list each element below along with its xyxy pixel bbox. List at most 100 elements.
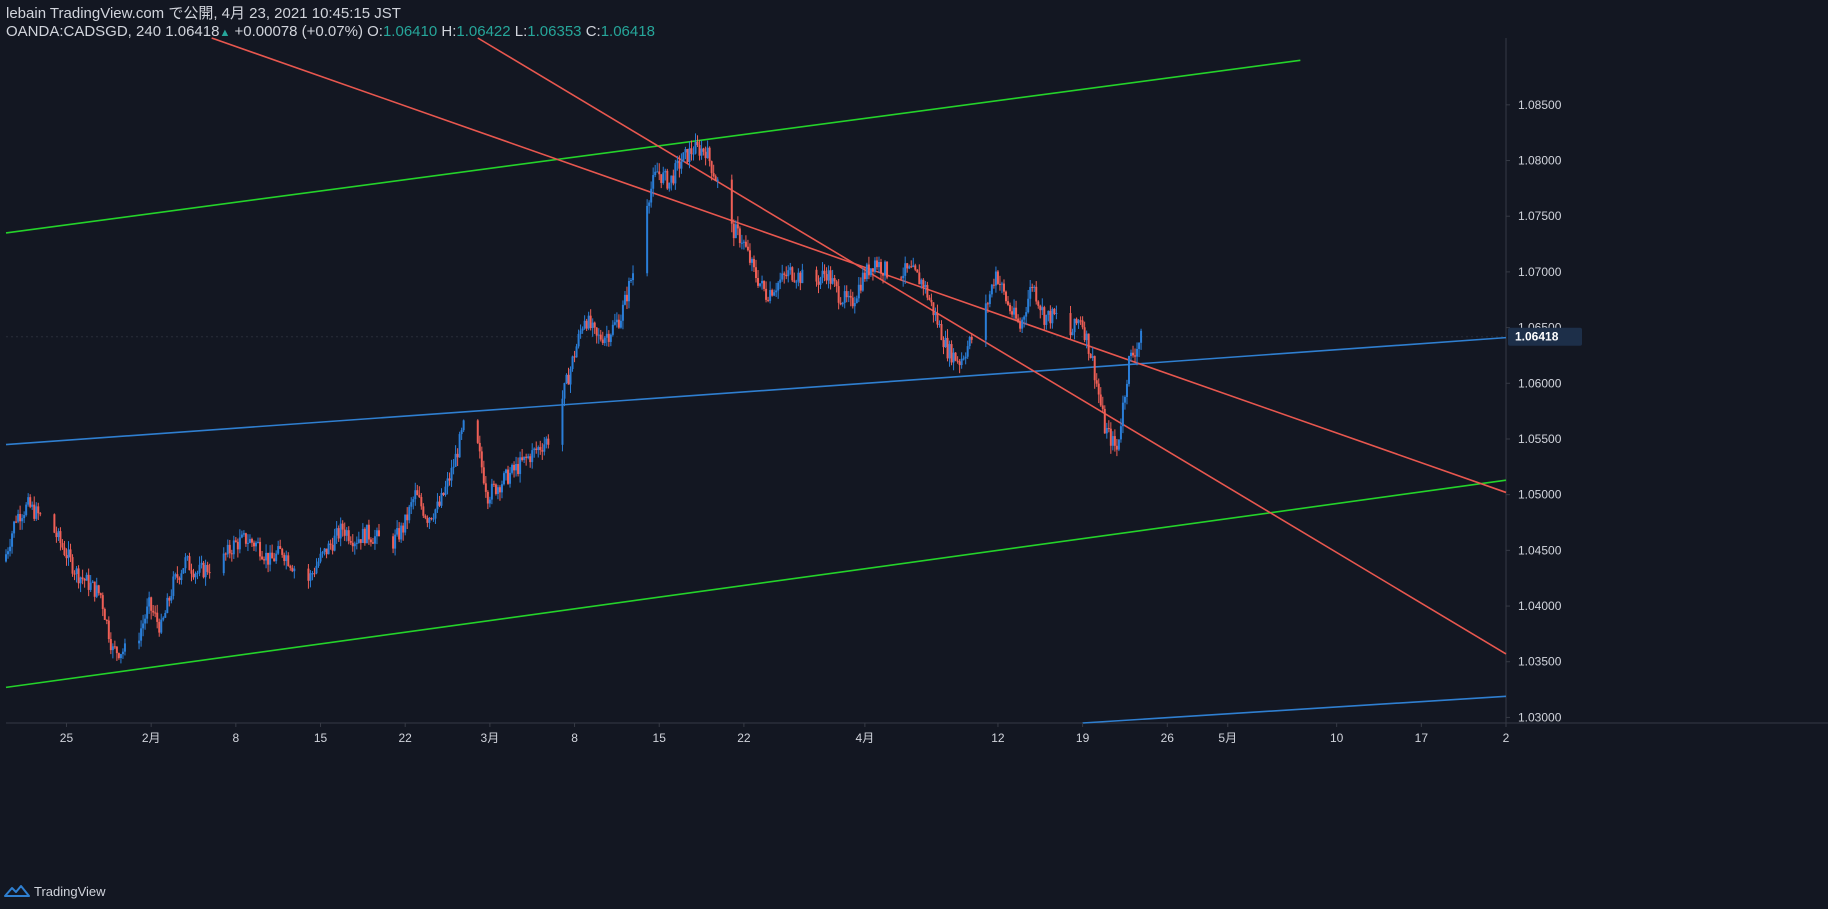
candle-body bbox=[603, 337, 606, 344]
open-value: 1.06410 bbox=[382, 23, 438, 40]
candle-body bbox=[734, 224, 737, 239]
candle-body bbox=[920, 279, 923, 285]
candle-body bbox=[261, 556, 264, 560]
candle-body bbox=[430, 517, 433, 519]
candle-body bbox=[226, 544, 229, 555]
candle-body bbox=[198, 564, 201, 573]
candle-body bbox=[746, 246, 749, 251]
time-tick-label: 22 bbox=[399, 731, 413, 745]
candle-body bbox=[206, 564, 209, 572]
time-tick-label: 15 bbox=[653, 731, 667, 745]
candle-body bbox=[323, 548, 326, 552]
candle-body bbox=[1087, 333, 1090, 354]
candle-body bbox=[595, 327, 598, 336]
candle-body bbox=[412, 499, 415, 503]
candle-body bbox=[95, 585, 98, 597]
chart-frame bbox=[6, 38, 1828, 724]
candle-body bbox=[418, 495, 421, 497]
candle-body bbox=[21, 518, 24, 522]
candle-body bbox=[646, 205, 649, 274]
candle-body bbox=[1079, 320, 1082, 322]
candle-body bbox=[69, 549, 72, 558]
candle-body bbox=[1027, 298, 1030, 313]
candle-body bbox=[424, 515, 427, 518]
candle-body bbox=[908, 266, 911, 269]
candle-body bbox=[248, 539, 251, 543]
candle-body bbox=[1019, 322, 1022, 329]
candle-body bbox=[696, 141, 699, 146]
candle-body bbox=[692, 153, 695, 155]
candle-body bbox=[910, 266, 913, 268]
candle-body bbox=[498, 487, 501, 493]
candle-body bbox=[779, 279, 782, 283]
candle-body bbox=[117, 653, 120, 659]
candle-body bbox=[438, 501, 441, 506]
candle-body bbox=[228, 544, 231, 554]
candle-body bbox=[769, 290, 772, 301]
candle-body bbox=[103, 608, 106, 620]
candle-body bbox=[496, 487, 499, 494]
candle-body bbox=[53, 514, 56, 533]
candle-body bbox=[31, 504, 34, 507]
tradingview-footer[interactable]: TradingView bbox=[4, 880, 106, 902]
current-price: 1.06418 bbox=[165, 23, 220, 40]
candle-body bbox=[1025, 312, 1028, 317]
candle-body bbox=[29, 497, 32, 507]
candle-body bbox=[105, 619, 108, 621]
candle-body bbox=[440, 492, 443, 506]
time-axis[interactable]: 25 2月 8 15 22 3月 8 15 22 4月 12 19 26 5月 10 17 2 bbox=[60, 723, 1510, 745]
candle-body bbox=[569, 368, 572, 385]
candle-body bbox=[252, 542, 255, 547]
candle-body bbox=[178, 577, 181, 581]
price-tick-label: 1.07500 bbox=[1518, 209, 1562, 223]
candle-body bbox=[875, 260, 878, 268]
candle-body bbox=[1049, 310, 1052, 324]
candle-body bbox=[946, 337, 949, 359]
candle-body bbox=[615, 319, 618, 323]
candle-body bbox=[658, 171, 661, 175]
publish-info: lebain TradingView.com で公開, 4月 23, 2021 … bbox=[6, 5, 401, 22]
candle-body bbox=[307, 568, 310, 581]
candle-body bbox=[454, 453, 457, 467]
candle-body bbox=[877, 262, 880, 268]
candle-body bbox=[670, 175, 673, 183]
candle-body bbox=[1109, 428, 1112, 446]
candle-body bbox=[79, 577, 82, 584]
time-tick-label: 10 bbox=[1330, 731, 1344, 745]
candle-body bbox=[89, 582, 92, 590]
candle-body bbox=[355, 542, 358, 544]
candle-body bbox=[162, 617, 165, 620]
candle-body bbox=[601, 339, 604, 344]
candle-body bbox=[107, 620, 110, 640]
candle-body bbox=[1134, 355, 1137, 357]
candle-body bbox=[7, 551, 10, 555]
candle-body bbox=[404, 514, 407, 533]
candle-body bbox=[25, 504, 28, 516]
candle-body bbox=[757, 277, 760, 286]
candle-body bbox=[142, 623, 145, 629]
candle-body bbox=[886, 261, 889, 278]
candle-body bbox=[1115, 445, 1118, 450]
candle-body bbox=[619, 320, 622, 328]
candle-body bbox=[630, 280, 632, 282]
trend-lines[interactable] bbox=[5, 37, 1507, 724]
candle-body bbox=[986, 303, 989, 305]
candle-body bbox=[1033, 286, 1036, 288]
candle-body bbox=[752, 259, 755, 268]
candle-body bbox=[851, 297, 854, 307]
price-axis[interactable]: 1.085001.080001.075001.070001.065001.060… bbox=[1506, 98, 1582, 725]
symbol-name[interactable]: OANDA:CADSGD, 240 bbox=[6, 23, 162, 40]
candle-body bbox=[1085, 333, 1088, 341]
candle-body bbox=[785, 274, 788, 277]
candle-body bbox=[75, 568, 78, 574]
candle-body bbox=[375, 530, 378, 537]
candle-body bbox=[847, 295, 850, 298]
candle-body bbox=[224, 553, 227, 555]
candle-body bbox=[27, 497, 30, 505]
candle-body bbox=[361, 528, 364, 543]
candle-body bbox=[940, 324, 943, 341]
candle-body bbox=[500, 484, 503, 493]
time-tick-label: 8 bbox=[232, 731, 239, 745]
time-tick-label: 25 bbox=[60, 731, 74, 745]
